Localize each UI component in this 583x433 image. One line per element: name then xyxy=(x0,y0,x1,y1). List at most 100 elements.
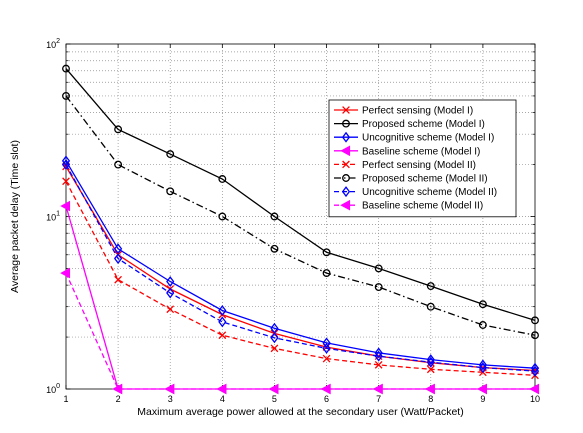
data-point xyxy=(322,337,331,349)
series-line xyxy=(65,180,536,376)
data-point xyxy=(166,187,175,196)
legend-marker xyxy=(340,199,351,211)
legend-label: Proposed scheme (Model II) xyxy=(362,174,488,185)
series-line xyxy=(65,160,536,369)
legend-label: Baseline scheme (Model II) xyxy=(362,201,483,212)
data-point xyxy=(166,287,175,299)
legend-marker xyxy=(341,186,351,198)
x-tick-label: 10 xyxy=(530,394,540,404)
x-tick-label: 9 xyxy=(480,394,485,404)
data-point xyxy=(374,283,383,291)
legend-label: Perfect sensing (Model II) xyxy=(362,160,476,171)
legend: Perfect sensing (Model I) Proposed scheme… xyxy=(328,99,517,218)
x-tick-label: 7 xyxy=(376,394,381,404)
data-point xyxy=(529,383,540,395)
data-point xyxy=(114,275,122,284)
y-axis-label: Average packet delay (Time slot) xyxy=(9,140,21,293)
data-point xyxy=(530,365,540,377)
series-6 xyxy=(62,91,539,340)
legend-marker xyxy=(342,119,350,128)
legend-label: Baseline scheme (Model I) xyxy=(362,146,480,157)
data-point xyxy=(61,159,71,171)
data-point xyxy=(426,365,435,374)
data-point xyxy=(478,359,488,371)
data-point xyxy=(218,175,227,183)
series-line xyxy=(65,164,536,372)
data-point xyxy=(374,347,383,359)
x-tick-label: 2 xyxy=(116,394,121,404)
data-point xyxy=(374,350,383,362)
legend-marker xyxy=(341,131,351,143)
data-point xyxy=(114,125,123,134)
series-7 xyxy=(61,159,540,377)
data-point xyxy=(114,160,123,169)
data-point xyxy=(478,300,487,309)
data-point xyxy=(166,305,175,314)
x-tick-label: 4 xyxy=(220,394,225,404)
legend-label: Perfect sensing (Model I) xyxy=(362,106,473,117)
data-point xyxy=(268,383,279,395)
data-point xyxy=(164,383,175,395)
data-point xyxy=(531,316,539,325)
data-point xyxy=(62,64,70,73)
y-tick-label: 101 xyxy=(46,211,60,223)
y-tick-label: 100 xyxy=(46,383,60,395)
data-point xyxy=(322,354,331,363)
legend-entry: Baseline scheme (Model I) xyxy=(334,145,480,157)
data-point xyxy=(530,362,540,374)
legend-marker xyxy=(342,106,350,114)
legend-entry: Proposed scheme (Model II) xyxy=(334,174,488,185)
data-point xyxy=(531,331,539,340)
data-point xyxy=(322,342,331,354)
data-point xyxy=(372,383,383,395)
legend-box xyxy=(328,99,517,218)
x-tick-label: 5 xyxy=(272,394,277,404)
data-point xyxy=(218,316,227,328)
legend-marker xyxy=(340,145,351,157)
data-point xyxy=(270,212,279,221)
data-point xyxy=(218,305,227,317)
legend-entry: Uncognitive scheme (Model II) xyxy=(334,186,497,198)
series-3 xyxy=(61,155,540,374)
data-point xyxy=(62,177,70,186)
x-tick-label: 6 xyxy=(324,394,329,404)
legend-entry: Proposed scheme (Model I) xyxy=(334,119,485,130)
data-point xyxy=(426,354,435,366)
legend-entry: Baseline scheme (Model II) xyxy=(334,199,483,212)
x-tick-label: 8 xyxy=(428,394,433,404)
data-point xyxy=(218,212,227,221)
data-point xyxy=(112,383,123,395)
data-point xyxy=(270,344,279,353)
y-tick-label: 102 xyxy=(46,38,60,50)
series-2 xyxy=(62,64,539,325)
legend-entry: Perfect sensing (Model II) xyxy=(334,160,476,171)
data-point xyxy=(166,150,175,159)
data-point xyxy=(320,383,331,395)
data-point xyxy=(426,282,435,291)
legend-entry: Perfect sensing (Model I) xyxy=(334,106,473,117)
data-point xyxy=(425,383,435,395)
data-point xyxy=(216,383,227,395)
data-point xyxy=(374,264,383,273)
data-point xyxy=(270,332,279,344)
legend-label: Uncognitive scheme (Model I) xyxy=(362,133,494,144)
data-point xyxy=(113,253,123,265)
x-axis-label: Maximum average power allowed at the sec… xyxy=(137,406,463,418)
series-group xyxy=(60,64,540,395)
x-tick-label: 1 xyxy=(63,394,68,404)
legend-marker xyxy=(342,160,350,169)
series-line xyxy=(65,272,535,390)
legend-marker xyxy=(342,174,350,182)
legend-entry: Uncognitive scheme (Model I) xyxy=(334,131,494,144)
legend-label: Uncognitive scheme (Model II) xyxy=(362,187,497,198)
data-point xyxy=(322,269,331,278)
x-tick-label: 3 xyxy=(168,394,173,404)
data-point xyxy=(426,302,435,311)
series-line xyxy=(65,95,536,336)
series-8 xyxy=(60,267,540,395)
data-point xyxy=(62,91,70,100)
data-point xyxy=(478,362,488,374)
legend-label: Proposed scheme (Model I) xyxy=(362,119,485,130)
data-point xyxy=(166,276,175,287)
